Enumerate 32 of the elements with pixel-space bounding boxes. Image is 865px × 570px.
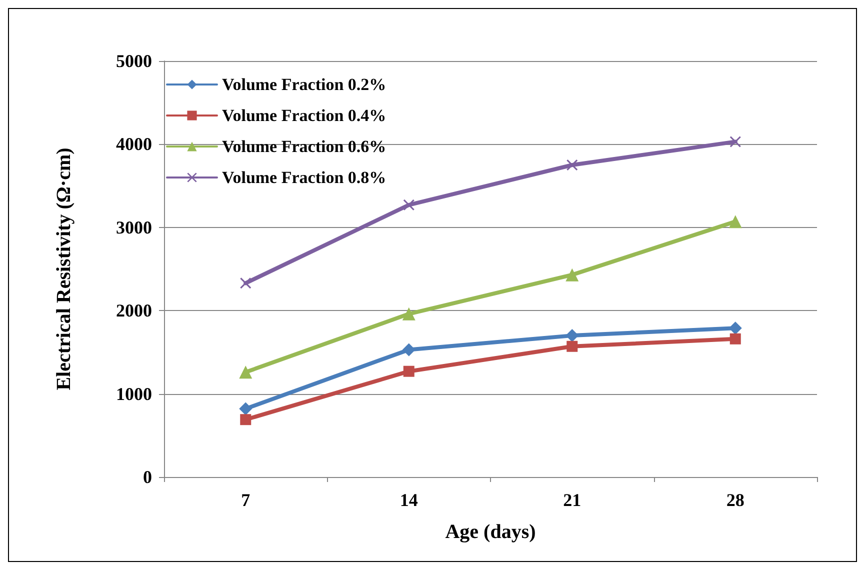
x-tick-label: 7 — [241, 490, 250, 510]
point — [240, 278, 252, 289]
point — [730, 136, 741, 148]
point — [239, 402, 252, 416]
legend-label: Volume Fraction 0.8% — [222, 168, 386, 187]
legend-label: Volume Fraction 0.4% — [222, 106, 386, 125]
x-axis-title: Age (days) — [445, 521, 536, 543]
point — [402, 307, 416, 320]
y-tick-label: 5000 — [116, 51, 152, 71]
point — [728, 215, 742, 228]
y-tick-label: 0 — [143, 467, 152, 487]
x-tick-label: 28 — [726, 490, 744, 510]
y-axis-title: Electrical Resistivity (Ω·cm) — [53, 148, 75, 390]
point — [566, 340, 578, 352]
point — [566, 268, 579, 282]
point — [403, 199, 414, 210]
y-tick-label: 3000 — [116, 217, 152, 238]
point — [728, 322, 742, 335]
x-tick-label: 21 — [563, 490, 582, 510]
point — [240, 414, 252, 426]
point — [566, 160, 578, 170]
y-tick-label: 2000 — [116, 300, 152, 321]
y-tick-label: 4000 — [116, 134, 152, 154]
legend-label: Volume Fraction 0.6% — [222, 137, 386, 156]
point — [402, 343, 416, 356]
x-tick-label: 14 — [400, 490, 418, 510]
point — [566, 329, 579, 342]
y-tick-label: 1000 — [116, 384, 152, 404]
point — [730, 333, 741, 344]
point — [239, 366, 252, 379]
point — [403, 366, 414, 377]
legend-label: Volume Fraction 0.2% — [222, 75, 386, 94]
